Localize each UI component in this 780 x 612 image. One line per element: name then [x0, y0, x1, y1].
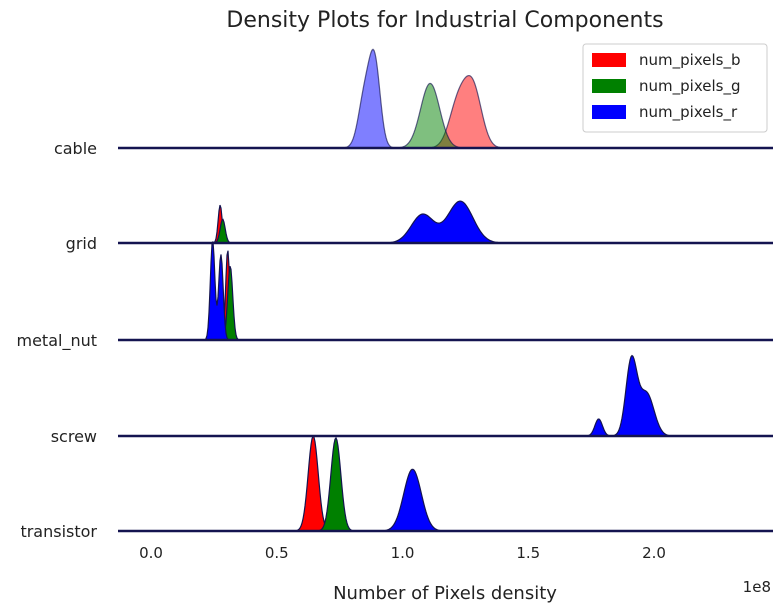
ridge-cable: cable	[54, 48, 773, 158]
ridge-screw: screw	[51, 354, 773, 446]
x-tick-label: 1.0	[391, 544, 415, 562]
chart-title: Density Plots for Industrial Components	[226, 8, 663, 33]
x-axis-label: Number of Pixels density	[333, 583, 557, 604]
ridge-label-grid: grid	[66, 234, 97, 253]
density-transistor-num_pixels_b	[118, 434, 773, 532]
x-tick-label: 1.5	[516, 544, 540, 562]
legend-swatch-num_pixels_r	[592, 105, 626, 119]
x-tick-label: 0.0	[139, 544, 163, 562]
x-axis-offset-label: 1e8	[743, 578, 771, 596]
legend-entry-num_pixels_r: num_pixels_r	[639, 103, 738, 122]
legend-entry-num_pixels_b: num_pixels_b	[639, 51, 740, 70]
x-axis: 0.0 0.5 1.0 1.5 2.0	[139, 544, 666, 562]
legend: num_pixels_b num_pixels_g num_pixels_r	[582, 43, 768, 133]
legend-swatch-num_pixels_b	[592, 53, 626, 67]
ridge-label-screw: screw	[51, 427, 97, 446]
ridge-transistor: transistor	[20, 434, 773, 541]
ridge-metal_nut: metal_nut	[16, 241, 773, 351]
density-transistor-num_pixels_g	[118, 436, 773, 532]
legend-entry-num_pixels_g: num_pixels_g	[639, 77, 740, 96]
ridge-grid: grid	[66, 200, 773, 253]
legend-frame	[582, 43, 768, 133]
ridge-label-cable: cable	[54, 139, 97, 158]
ridge-label-transistor: transistor	[20, 522, 97, 541]
ridge-label-metal_nut: metal_nut	[16, 331, 97, 351]
density-transistor-num_pixels_r	[118, 468, 773, 532]
density-metal_nut-num_pixels_r	[118, 241, 773, 341]
legend-swatch-num_pixels_g	[592, 79, 626, 93]
x-tick-label: 0.5	[265, 544, 289, 562]
x-tick-label: 2.0	[642, 544, 666, 562]
density-screw-num_pixels_r	[118, 354, 773, 437]
